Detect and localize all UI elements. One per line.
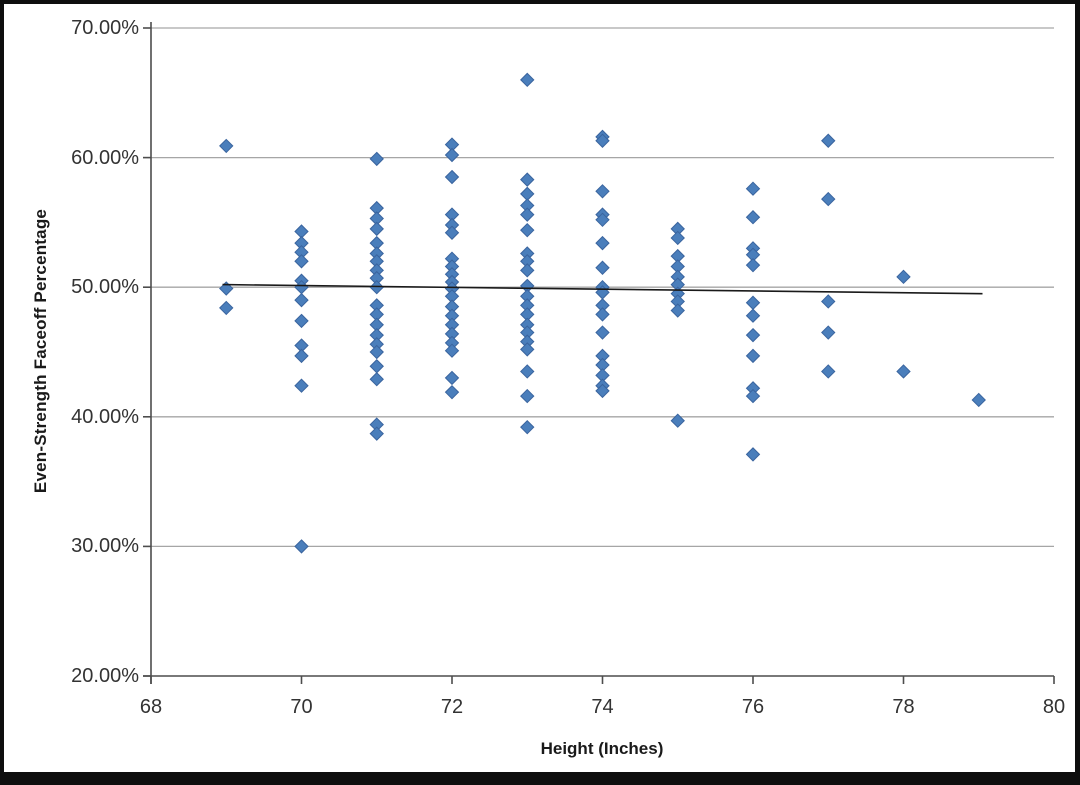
data-point [520,388,535,404]
x-tick-label: 72 [440,696,464,718]
data-point [745,348,761,364]
data-point [896,269,911,285]
data-point [520,419,535,435]
y-axis-title: Even-Strength Faceoff Percentage [31,208,50,494]
data-point [520,222,535,238]
data-point [369,221,384,237]
data-point [821,133,836,148]
data-point [369,344,384,360]
data-point [444,225,460,240]
data-point [294,378,309,393]
data-point [444,147,460,163]
x-tick-label: 74 [591,696,614,718]
data-point [595,325,610,340]
data-point [821,294,836,309]
data-point [745,295,761,310]
y-tick-label: 40.00% [71,405,139,428]
data-point [745,257,761,273]
x-tick-label: 78 [892,696,915,718]
y-tick-label: 30.00% [71,535,139,558]
data-point [595,133,610,148]
y-tick-label: 70.00% [71,17,139,39]
data-point [971,392,986,408]
data-point [745,327,761,343]
data-point [745,210,761,225]
data-point [520,172,535,187]
data-point [520,207,535,222]
data-point [444,343,460,358]
data-point [520,72,535,88]
data-point [821,325,836,340]
data-point [745,181,761,196]
x-tick-label: 68 [139,696,163,718]
data-point [369,359,384,374]
data-point [520,263,535,278]
plot-canvas [143,22,1055,684]
y-tick-label: 60.00% [71,146,139,169]
data-point [670,230,685,246]
data-point [595,235,610,251]
data-point [369,426,384,441]
data-point [670,413,685,428]
data-point [294,348,309,364]
x-axis-title: Height (Inches) [540,739,664,758]
data-point [520,342,535,357]
data-point [219,300,234,316]
data-point [896,364,911,379]
data-point [595,260,610,275]
x-tick-label: 76 [741,696,765,718]
data-point [369,151,384,167]
data-point [294,254,309,269]
y-tick-label: 20.00% [71,665,139,687]
data-point [670,303,685,318]
data-point [595,212,610,228]
data-point [595,184,610,199]
data-point [294,313,309,329]
data-point [444,370,460,386]
data-point [294,292,309,308]
data-point [821,191,836,207]
trendline [222,283,983,295]
data-point [369,372,384,387]
data-point [444,384,460,400]
data-point [444,169,460,185]
data-point [595,307,610,322]
data-point [595,383,610,399]
data-point [745,447,761,462]
data-point [520,364,535,379]
x-tick-label: 70 [290,696,313,718]
data-point [219,138,234,154]
data-point [294,539,309,554]
x-tick-label: 80 [1042,696,1066,718]
data-point [821,364,836,379]
scatter-chart: 70.00% 60.00% 50.00% 40.00% 30.00% 20.00% 68 7… [4,4,1075,772]
data-point [745,308,761,323]
data-point [745,388,761,404]
y-tick-label: 50.00% [71,276,139,299]
